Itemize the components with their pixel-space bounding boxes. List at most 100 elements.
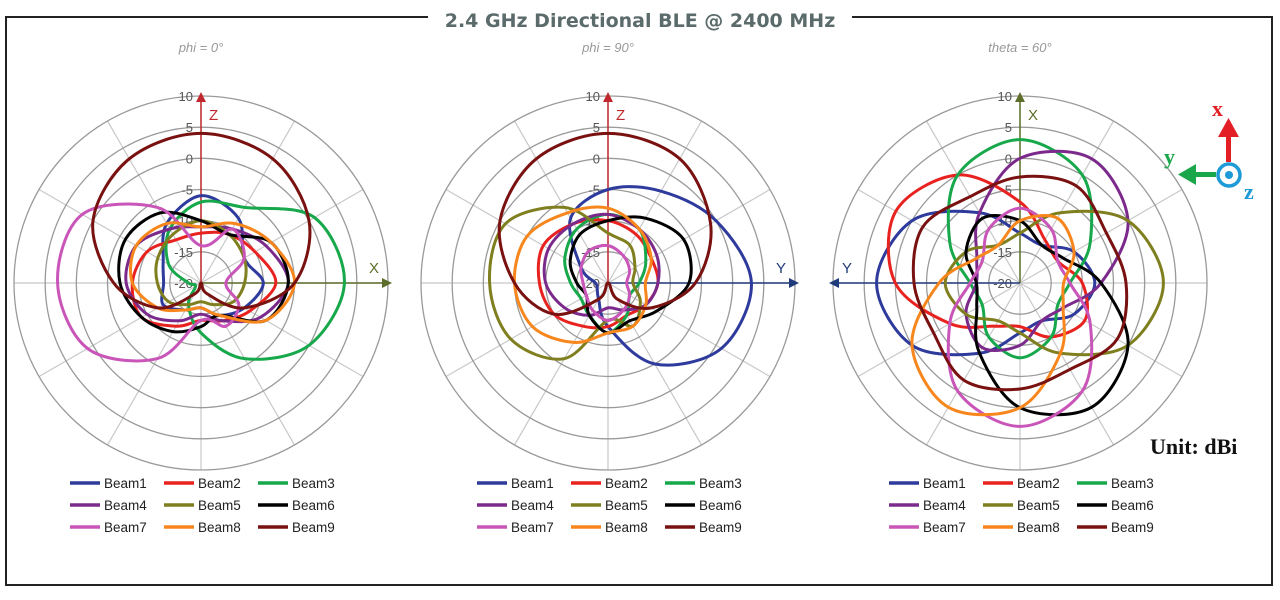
z-axis-label: z xyxy=(1244,179,1254,204)
legend-label: Beam6 xyxy=(292,498,335,513)
legend-label: Beam8 xyxy=(1017,520,1060,535)
legend-label: Beam1 xyxy=(923,476,966,491)
legend-label: Beam9 xyxy=(292,520,335,535)
radial-tick-label: 5 xyxy=(186,120,193,135)
legend-label: Beam9 xyxy=(1111,520,1154,535)
legend-label: Beam4 xyxy=(511,498,554,513)
legend-label: Beam3 xyxy=(699,476,742,491)
axis-side-label: Y xyxy=(776,260,786,277)
legend-label: Beam5 xyxy=(1017,498,1060,513)
legend-label: Beam9 xyxy=(699,520,742,535)
series-beam7 xyxy=(946,206,1094,428)
legend-label: Beam7 xyxy=(923,520,966,535)
legend-item-beam7: Beam7 xyxy=(477,520,554,535)
axis-up-label: Z xyxy=(616,107,625,124)
series-beam8 xyxy=(129,221,296,324)
legend-label: Beam3 xyxy=(292,476,335,491)
legend-label: Beam6 xyxy=(699,498,742,513)
legend-item-beam2: Beam2 xyxy=(164,476,241,491)
legend-label: Beam7 xyxy=(511,520,554,535)
legend-item-beam6: Beam6 xyxy=(1077,498,1154,513)
radial-tick-label: 10 xyxy=(179,89,193,104)
legend-item-beam9: Beam9 xyxy=(1077,520,1154,535)
radial-tick-label: -5 xyxy=(588,183,600,198)
x-axis-label: x xyxy=(1212,96,1223,121)
radial-tick-label: -15 xyxy=(174,245,193,260)
legend-label: Beam2 xyxy=(1017,476,1060,491)
chart-title: phi = 90° xyxy=(581,40,634,55)
legend-label: Beam7 xyxy=(104,520,147,535)
legend-item-beam1: Beam1 xyxy=(889,476,966,491)
legend-item-beam5: Beam5 xyxy=(164,498,241,513)
legend-label: Beam5 xyxy=(198,498,241,513)
legend-item-beam6: Beam6 xyxy=(258,498,335,513)
legend-item-beam5: Beam5 xyxy=(983,498,1060,513)
radial-tick-label: 10 xyxy=(586,89,600,104)
legend-label: Beam4 xyxy=(923,498,966,513)
legend-label: Beam4 xyxy=(104,498,147,513)
legend-item-beam3: Beam3 xyxy=(1077,476,1154,491)
series-beam4 xyxy=(542,212,661,317)
series-beam9 xyxy=(911,174,1129,392)
radial-tick-label: 0 xyxy=(186,151,193,166)
series-beam8 xyxy=(910,214,1076,417)
legend-item-beam2: Beam2 xyxy=(983,476,1060,491)
radial-tick-label: 10 xyxy=(998,89,1012,104)
y-arrow-icon xyxy=(1192,172,1216,177)
legend-item-beam1: Beam1 xyxy=(70,476,147,491)
coordinate-axes-icon: x y z xyxy=(1164,96,1254,204)
legend-label: Beam2 xyxy=(198,476,241,491)
radial-tick-label: -15 xyxy=(993,245,1012,260)
z-dot xyxy=(1225,171,1233,179)
x-arrowhead xyxy=(1218,118,1239,137)
radial-tick-label: 5 xyxy=(593,120,600,135)
legend-item-beam6: Beam6 xyxy=(665,498,742,513)
radial-tick-label: 5 xyxy=(1005,120,1012,135)
series-beam3 xyxy=(164,199,346,361)
legend-item-beam3: Beam3 xyxy=(665,476,742,491)
series-beam9 xyxy=(91,131,312,310)
figure-title: 2.4 GHz Directional BLE @ 2400 MHz xyxy=(428,4,852,38)
radial-tick-label: 0 xyxy=(1005,151,1012,166)
x-arrow-icon xyxy=(1226,122,1231,162)
radial-tick-label: -20 xyxy=(581,276,600,291)
chart-title: phi = 0° xyxy=(178,40,224,55)
legend-item-beam9: Beam9 xyxy=(258,520,335,535)
legend-label: Beam8 xyxy=(605,520,648,535)
series-beam6 xyxy=(568,215,693,335)
radial-tick-label: 0 xyxy=(593,151,600,166)
radial-tick-label: -5 xyxy=(1000,183,1012,198)
legend-item-beam7: Beam7 xyxy=(70,520,147,535)
legend-label: Beam3 xyxy=(1111,476,1154,491)
radial-tick-label: -5 xyxy=(181,183,193,198)
y-axis-label: y xyxy=(1164,144,1175,169)
axis-side-label: X xyxy=(369,260,379,277)
legend-item-beam5: Beam5 xyxy=(571,498,648,513)
legend-label: Beam2 xyxy=(605,476,648,491)
legend-label: Beam5 xyxy=(605,498,648,513)
legend-item-beam9: Beam9 xyxy=(665,520,742,535)
chart-title: theta = 60° xyxy=(988,40,1051,55)
axis-up-label: X xyxy=(1028,107,1038,124)
legend-item-beam8: Beam8 xyxy=(571,520,648,535)
series-beam7 xyxy=(56,202,246,363)
y-arrowhead xyxy=(1178,164,1196,185)
legend-item-beam2: Beam2 xyxy=(571,476,648,491)
series-beam3 xyxy=(946,138,1094,360)
series-beam9 xyxy=(497,131,713,317)
legend-item-beam3: Beam3 xyxy=(258,476,335,491)
legend-item-beam1: Beam1 xyxy=(477,476,554,491)
series-beam7 xyxy=(579,243,632,322)
legend-item-beam4: Beam4 xyxy=(889,498,966,513)
legend-item-beam7: Beam7 xyxy=(889,520,966,535)
legend-item-beam8: Beam8 xyxy=(164,520,241,535)
legend-label: Beam1 xyxy=(104,476,147,491)
axis-up-label: Z xyxy=(209,107,218,124)
legend-label: Beam6 xyxy=(1111,498,1154,513)
legend-item-beam8: Beam8 xyxy=(983,520,1060,535)
legend-label: Beam1 xyxy=(511,476,554,491)
